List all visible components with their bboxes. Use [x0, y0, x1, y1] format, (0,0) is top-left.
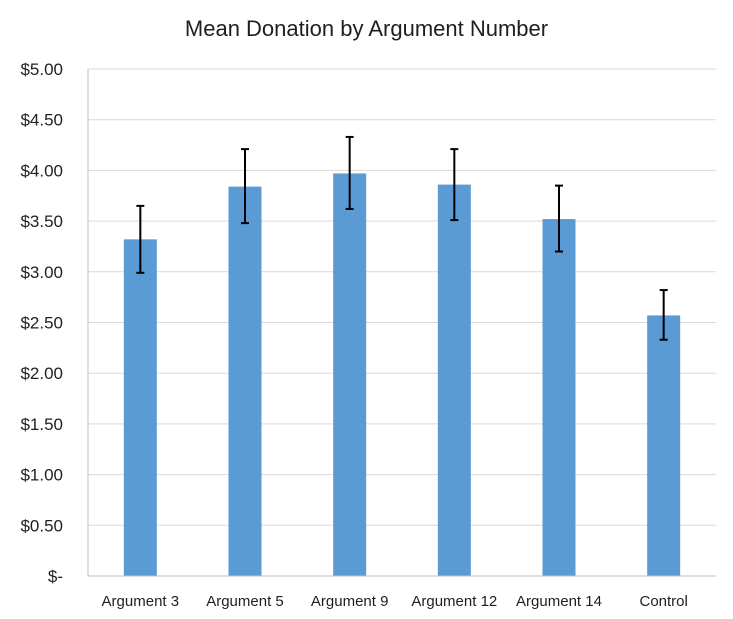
y-tick-label: $3.00 [20, 263, 63, 282]
bar [542, 219, 576, 576]
error-bar [345, 135, 354, 210]
bar [123, 239, 157, 577]
y-tick-label: $4.00 [20, 161, 63, 180]
bar [228, 186, 262, 576]
x-tick-label: Control [639, 593, 687, 610]
gridlines [88, 68, 716, 526]
y-tick-label: $3.50 [20, 212, 63, 231]
y-tick-label: $2.00 [20, 364, 63, 383]
chart-title: Mean Donation by Argument Number [184, 16, 549, 41]
bar [333, 173, 367, 576]
x-tick-label: Argument 9 [311, 593, 389, 610]
error-bar [450, 148, 459, 222]
x-tick-labels: Argument 3 Argument 5 Argument 9 Argument 1… [102, 593, 688, 610]
x-tick-label: Argument 12 [411, 593, 497, 610]
error-bars [136, 135, 668, 341]
y-tick-label: $- [48, 567, 63, 586]
x-tick-label: Argument 5 [206, 593, 284, 610]
x-tick-label: Argument 14 [516, 593, 602, 610]
y-tick-labels: $- $0.50 $1.00 $1.50 $2.00 $2.50 $3.00 $3.50 $4.… [20, 60, 63, 586]
y-tick-label: $1.00 [20, 466, 63, 485]
y-tick-label: $4.50 [20, 111, 63, 130]
x-tick-label: Argument 3 [102, 593, 180, 610]
bar [437, 184, 471, 576]
bars [123, 173, 681, 577]
error-bar [659, 289, 668, 341]
error-bar [241, 148, 249, 225]
error-bar [136, 204, 145, 274]
y-tick-label: $2.50 [20, 314, 63, 333]
y-tick-label: $0.50 [20, 516, 63, 535]
error-bar [555, 184, 563, 253]
y-tick-label: $5.00 [20, 60, 63, 79]
bar [647, 315, 681, 576]
y-tick-label: $1.50 [20, 415, 63, 434]
axes [87, 69, 716, 577]
